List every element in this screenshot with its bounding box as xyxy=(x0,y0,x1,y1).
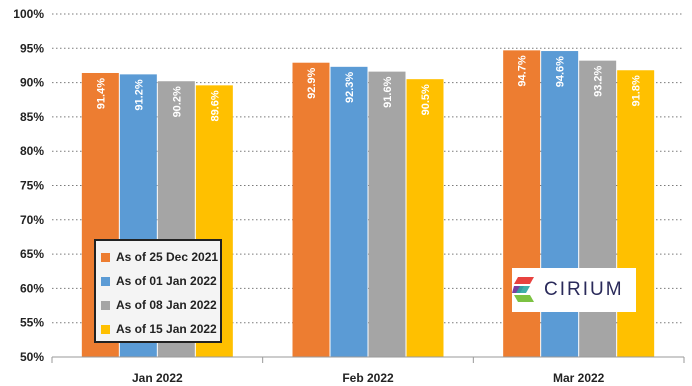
category-labels: Jan 2022 Feb 2022 Mar 2022 xyxy=(132,371,605,385)
logo-wordmark: CIRIUM xyxy=(544,279,624,300)
bar xyxy=(406,79,444,358)
data-label: 89.6% xyxy=(209,90,221,121)
legend-swatch xyxy=(101,300,110,310)
legend-label: As of 01 Jan 2022 xyxy=(116,274,217,288)
legend-label: As of 15 Jan 2022 xyxy=(116,322,217,336)
y-tick-label: 55% xyxy=(20,316,44,330)
legend-swatch xyxy=(101,276,110,286)
legend-item: As of 25 Dec 2021 xyxy=(101,245,220,269)
legend: As of 25 Dec 2021 As of 01 Jan 2022 As o… xyxy=(94,239,222,343)
gridlines xyxy=(52,13,684,324)
legend-label: As of 08 Jan 2022 xyxy=(116,298,217,312)
data-label: 90.5% xyxy=(420,84,432,115)
category-label: Mar 2022 xyxy=(553,371,605,385)
legend-item: As of 01 Jan 2022 xyxy=(101,269,220,293)
cirium-logo-icon xyxy=(512,277,534,302)
legend-label: As of 25 Dec 2021 xyxy=(116,250,219,264)
y-axis-ticks: 50% 55% 60% 65% 70% 75% 80% 85% 90% 95% 100% xyxy=(13,7,44,364)
data-label: 91.6% xyxy=(382,76,394,107)
category-label: Feb 2022 xyxy=(342,371,394,385)
category-label: Jan 2022 xyxy=(132,371,183,385)
data-label: 94.6% xyxy=(555,56,567,87)
y-tick-label: 90% xyxy=(20,76,44,90)
y-tick-label: 70% xyxy=(20,213,44,227)
bar xyxy=(579,60,617,357)
y-tick-label: 60% xyxy=(20,281,44,295)
data-label: 92.3% xyxy=(344,72,356,103)
y-tick-label: 85% xyxy=(20,110,44,124)
data-label: 90.2% xyxy=(171,86,183,117)
legend-swatch xyxy=(101,324,110,334)
legend-item: As of 15 Jan 2022 xyxy=(101,317,220,341)
y-tick-label: 75% xyxy=(20,179,44,193)
y-tick-label: 65% xyxy=(20,247,44,261)
x-axis xyxy=(51,356,685,363)
data-label: 91.8% xyxy=(631,75,643,106)
y-tick-label: 100% xyxy=(13,7,44,21)
bar xyxy=(368,71,406,358)
cirium-logo: CIRIUM xyxy=(512,268,636,312)
data-label: 94.7% xyxy=(517,55,529,86)
data-label: 91.4% xyxy=(95,78,107,109)
y-tick-label: 95% xyxy=(20,41,44,55)
bar xyxy=(617,70,655,357)
data-label: 92.9% xyxy=(306,67,318,98)
legend-swatch xyxy=(101,252,110,262)
data-label: 91.2% xyxy=(133,79,145,110)
data-label: 93.2% xyxy=(593,65,605,96)
y-tick-label: 80% xyxy=(20,144,44,158)
legend-item: As of 08 Jan 2022 xyxy=(101,293,220,317)
bar xyxy=(330,66,368,358)
bar xyxy=(292,62,330,358)
data-labels: 91.4% 91.2% 90.2% 89.6% 92.9% 92.3% 91.6% 90.5%… xyxy=(95,55,642,121)
y-tick-label: 50% xyxy=(20,350,44,364)
